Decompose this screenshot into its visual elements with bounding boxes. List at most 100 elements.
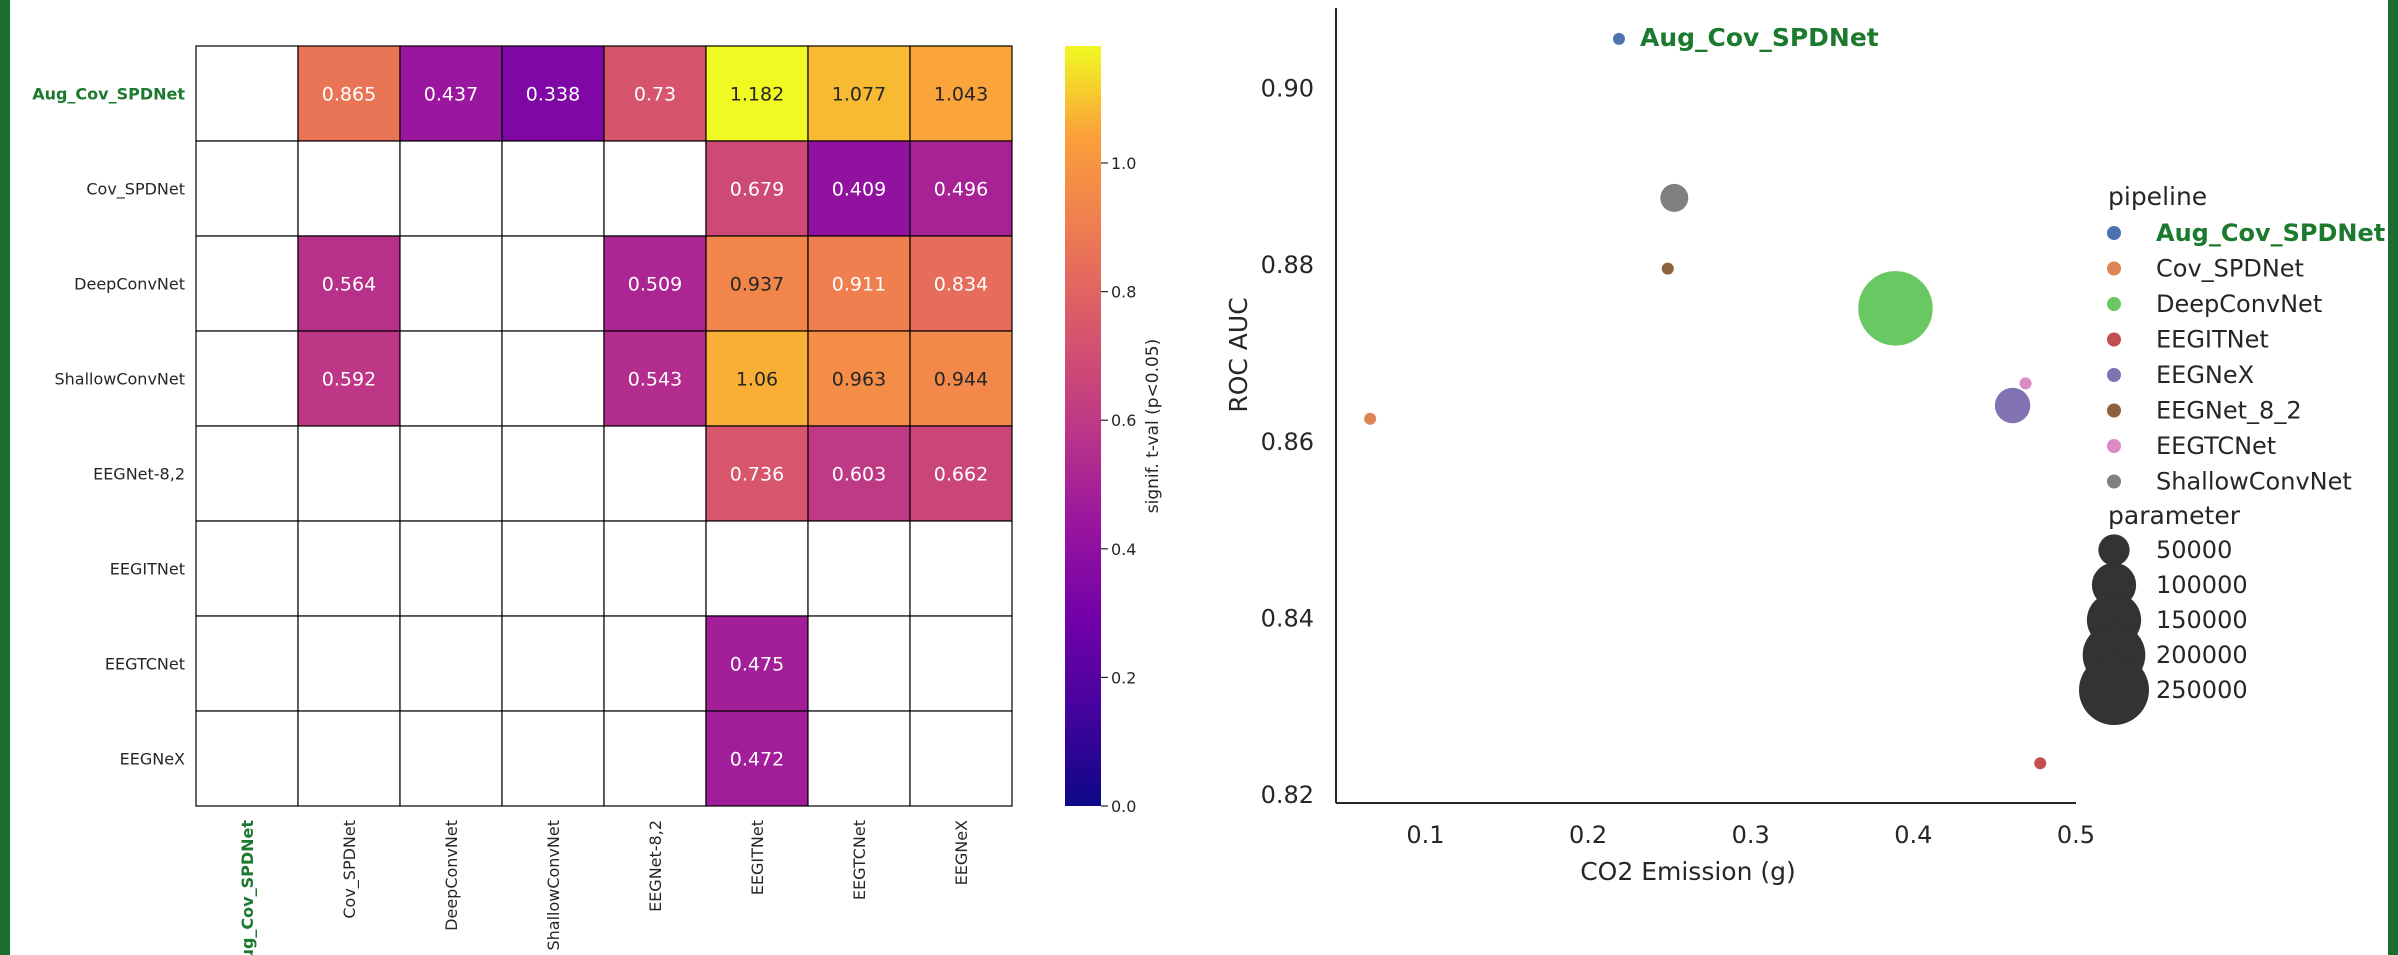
heatmap-cell bbox=[807, 425, 911, 522]
y-tick-label: 0.84 bbox=[1261, 605, 1314, 633]
heatmap-col-label: DeepConvNet bbox=[442, 820, 461, 931]
heatmap-cell bbox=[399, 235, 503, 332]
heatmap-cell-value: 0.592 bbox=[322, 369, 376, 391]
heatmap-cell bbox=[195, 710, 299, 807]
heatmap-row-label: Cov_SPDNet bbox=[86, 180, 185, 200]
heatmap-cell bbox=[399, 520, 503, 617]
heatmap-cell-value: 0.338 bbox=[526, 84, 580, 106]
colorbar-title: signif. t-val (p<0.05) bbox=[1143, 339, 1163, 514]
data-point bbox=[2034, 757, 2047, 770]
heatmap-cell bbox=[399, 425, 503, 522]
heatmap-cell bbox=[705, 140, 809, 237]
data-point bbox=[1612, 32, 1625, 45]
heatmap-cell-value: 0.472 bbox=[730, 749, 784, 771]
legend-marker bbox=[2107, 332, 2121, 347]
heatmap-cell bbox=[807, 45, 911, 142]
heatmap-cell bbox=[807, 330, 911, 427]
legend-pipeline-label: ShallowConvNet bbox=[2156, 468, 2352, 496]
legend-pipeline-title: pipeline bbox=[2108, 182, 2207, 211]
heatmap-cell-value: 0.963 bbox=[832, 369, 886, 391]
heatmap-cell bbox=[297, 140, 401, 237]
heatmap-cell bbox=[909, 520, 1013, 617]
heatmap-cell bbox=[603, 140, 707, 237]
heatmap-cell-value: 1.077 bbox=[832, 84, 886, 106]
heatmap-cell bbox=[603, 235, 707, 332]
y-tick-label: 0.90 bbox=[1261, 75, 1314, 103]
heatmap-cell bbox=[399, 615, 503, 712]
heatmap-col-label: Cov_SPDNet bbox=[340, 820, 360, 919]
legend-size-label: 250000 bbox=[2156, 676, 2248, 704]
legend-marker bbox=[2107, 297, 2121, 311]
heatmap-row-label: EEGTCNet bbox=[105, 655, 185, 674]
heatmap-cell bbox=[297, 520, 401, 617]
heatmap-cell-value: 0.736 bbox=[730, 464, 784, 486]
legend-size-label: 200000 bbox=[2156, 641, 2248, 669]
heatmap-cell bbox=[297, 330, 401, 427]
legend-marker bbox=[2107, 261, 2121, 276]
heatmap-cell bbox=[909, 140, 1013, 237]
heatmap-cell bbox=[297, 425, 401, 522]
legend-size-marker bbox=[2098, 534, 2130, 566]
heatmap-cell bbox=[705, 520, 809, 617]
heatmap-col-label: EEGITNet bbox=[748, 820, 767, 895]
heatmap-row-label: Aug_Cov_SPDNet bbox=[32, 85, 185, 104]
heatmap-cell bbox=[195, 235, 299, 332]
heatmap-cell-value: 0.603 bbox=[832, 464, 886, 486]
heatmap-cell-value: 0.437 bbox=[424, 84, 478, 106]
heatmap-cell bbox=[501, 235, 605, 332]
colorbar-tick-label: 1.0 bbox=[1111, 154, 1136, 173]
legend-pipeline-label: EEGNet_8_2 bbox=[2156, 397, 2302, 425]
legend-parameter-title: parameter bbox=[2108, 501, 2241, 530]
heatmap-cell bbox=[909, 425, 1013, 522]
legend-pipeline-label: EEGNeX bbox=[2156, 361, 2254, 389]
heatmap-cell bbox=[603, 710, 707, 807]
heatmap-cell-value: 0.937 bbox=[730, 274, 784, 296]
heatmap-cell bbox=[195, 45, 299, 142]
heatmap-cell bbox=[705, 45, 809, 142]
legend-marker bbox=[2107, 368, 2121, 382]
legend-pipeline-label: Cov_SPDNet bbox=[2156, 255, 2304, 283]
heatmap-col-label: EEGNet-8,2 bbox=[646, 820, 665, 912]
colorbar-tick-label: 0.0 bbox=[1111, 797, 1136, 816]
heatmap-cell-value: 0.475 bbox=[730, 654, 784, 676]
heatmap-cell bbox=[297, 615, 401, 712]
heatmap-cell bbox=[195, 330, 299, 427]
heatmap-cell bbox=[909, 615, 1013, 712]
heatmap-cell bbox=[807, 520, 911, 617]
data-point bbox=[1660, 183, 1689, 212]
co2-vs-auc-scatter: 0.1 0.2 0.3 0.4 0.5 0.82 0.84 0.86 0.88 0.90 CO2 E… bbox=[1224, 8, 2095, 886]
heatmap-cell bbox=[195, 140, 299, 237]
data-point bbox=[1994, 387, 2031, 424]
legend-size-label: 50000 bbox=[2156, 536, 2232, 564]
colorbar-tick-label: 0.2 bbox=[1111, 668, 1136, 687]
heatmap-cell bbox=[603, 615, 707, 712]
heatmap-row-label: EEGNeX bbox=[120, 750, 185, 769]
heatmap-cell bbox=[297, 235, 401, 332]
heatmap-cell bbox=[195, 520, 299, 617]
data-point bbox=[1858, 271, 1933, 346]
y-tick-label: 0.82 bbox=[1261, 781, 1314, 809]
data-point bbox=[1364, 412, 1377, 425]
heatmap-cell-value: 0.865 bbox=[322, 84, 376, 106]
heatmap-col-label: Aug_Cov_SPDNet bbox=[238, 820, 257, 955]
heatmap-cell bbox=[399, 45, 503, 142]
legend-pipeline-label: EEGTCNet bbox=[2156, 432, 2276, 460]
heatmap-cell-value: 0.834 bbox=[934, 274, 988, 296]
heatmap-cell bbox=[297, 45, 401, 142]
heatmap-row-label: EEGITNet bbox=[110, 560, 185, 579]
heatmap-cell bbox=[705, 425, 809, 522]
heatmap-cell bbox=[501, 140, 605, 237]
heatmap-cell bbox=[909, 235, 1013, 332]
heatmap-cell bbox=[501, 520, 605, 617]
heatmap-cell-value: 0.409 bbox=[832, 179, 886, 201]
legend-marker bbox=[2107, 403, 2121, 418]
heatmap-col-label: ShallowConvNet bbox=[544, 820, 563, 951]
x-tick-label: 0.2 bbox=[1569, 821, 1607, 849]
heatmap-cell bbox=[603, 425, 707, 522]
heatmap-cell bbox=[501, 615, 605, 712]
heatmap-cell bbox=[501, 710, 605, 807]
data-point bbox=[2019, 377, 2032, 390]
legend-marker bbox=[2107, 474, 2121, 489]
heatmap-cell-value: 0.662 bbox=[934, 464, 988, 486]
